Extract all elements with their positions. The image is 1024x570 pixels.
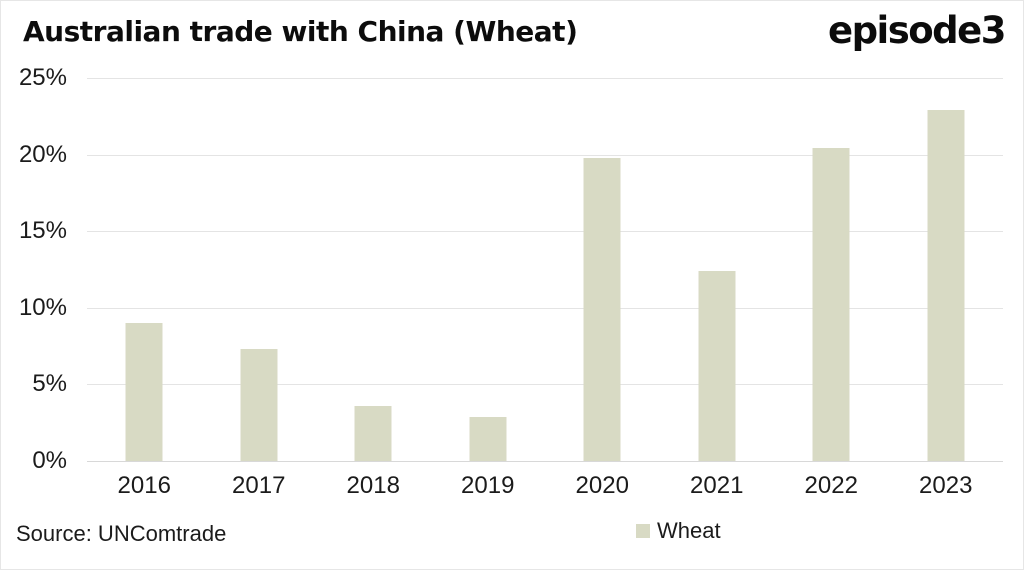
gridline-25 — [87, 78, 1003, 79]
bar-2018 — [354, 405, 392, 461]
x-axis-labels: 2016 2017 2018 2019 2020 2021 2022 2023 — [87, 471, 1003, 501]
chart-title: Australian trade with China (Wheat) — [23, 15, 578, 48]
y-axis-labels: 25% 20% 15% 10% 5% 0% — [1, 64, 67, 474]
gridline-15 — [87, 231, 1003, 233]
x-tick-label-2016: 2016 — [117, 472, 171, 499]
y-tick-label-15: 15% — [18, 217, 67, 245]
gridline-20 — [87, 154, 1003, 156]
bar-2020 — [583, 157, 621, 461]
x-tick-label-2020: 2020 — [575, 472, 629, 499]
bar-2021 — [698, 271, 736, 461]
y-tick-label-0: 0% — [32, 447, 67, 474]
x-tick-label-2017: 2017 — [232, 472, 286, 499]
x-tick-label-2018: 2018 — [346, 472, 400, 499]
y-tick-label-25: 25% — [18, 64, 67, 91]
legend-swatch-icon — [636, 524, 650, 538]
x-tick-label-2019: 2019 — [461, 472, 515, 499]
gridline-10 — [87, 307, 1003, 309]
y-tick-label-10: 10% — [18, 293, 67, 321]
x-tick-label-2023: 2023 — [919, 472, 973, 499]
legend-label: Wheat — [657, 518, 721, 543]
plot-area — [87, 78, 1003, 462]
bar-2016 — [125, 323, 163, 461]
gridline-5 — [87, 384, 1003, 386]
gridline-0 — [87, 461, 1003, 462]
y-tick-label-5: 5% — [32, 370, 67, 398]
bar-2023 — [927, 110, 965, 461]
legend: Wheat — [636, 518, 721, 544]
y-tick-label-20: 20% — [18, 140, 67, 168]
brand-logo: episode3 — [827, 9, 1007, 52]
bar-2022 — [812, 148, 850, 461]
bar-2017 — [240, 349, 278, 461]
x-tick-label-2022: 2022 — [804, 472, 858, 499]
source-note: Source: UNComtrade — [16, 521, 227, 546]
bar-2019 — [469, 416, 507, 461]
x-tick-label-2021: 2021 — [690, 472, 744, 499]
